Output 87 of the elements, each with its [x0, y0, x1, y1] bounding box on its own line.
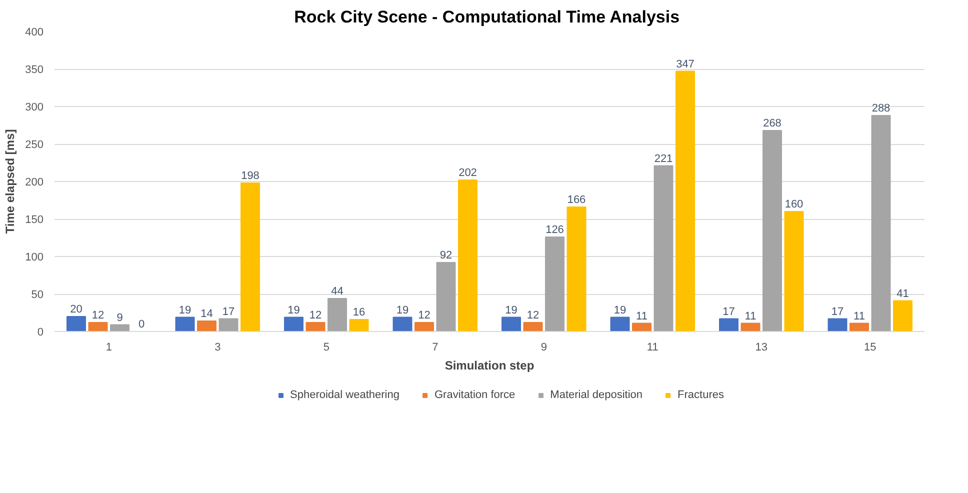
data-label: 11 — [636, 310, 648, 322]
legend-label: Fractures — [678, 389, 724, 401]
bar — [110, 324, 130, 332]
bar — [349, 319, 369, 332]
x-axis-title: Simulation step — [444, 358, 534, 372]
data-label: 11 — [854, 310, 865, 322]
y-tick-label: 250 — [25, 139, 44, 151]
data-label: 12 — [418, 310, 430, 322]
data-label: 347 — [676, 58, 694, 70]
data-label: 12 — [92, 310, 104, 322]
bar — [850, 322, 869, 332]
data-label: 9 — [116, 312, 123, 324]
bar — [436, 262, 456, 332]
x-tick-label: 11 — [646, 342, 658, 354]
legend-label: Spheroidal weathering — [290, 389, 400, 401]
x-tick-label: 9 — [540, 342, 547, 354]
data-label: 14 — [200, 308, 213, 320]
bar — [66, 316, 86, 332]
data-label: 12 — [526, 310, 540, 322]
x-tick-label: 5 — [323, 342, 330, 354]
legend-label: Gravitation force — [434, 389, 516, 401]
x-tick-label: 1 — [106, 342, 112, 354]
bar — [502, 316, 521, 332]
data-label: 44 — [331, 286, 344, 298]
data-label: 0 — [138, 318, 145, 330]
data-label: 202 — [458, 167, 477, 179]
x-tick-label: 15 — [864, 342, 876, 354]
bar — [566, 206, 586, 332]
data-label: 16 — [352, 306, 366, 318]
bar — [871, 115, 891, 332]
data-label: 20 — [70, 304, 82, 316]
bar — [414, 322, 434, 332]
bar — [523, 322, 543, 332]
bar — [218, 318, 238, 332]
bar — [740, 322, 760, 332]
bar — [893, 300, 912, 332]
data-label: 126 — [546, 224, 564, 236]
data-label: 19 — [178, 304, 192, 316]
y-tick-label: 150 — [25, 214, 44, 226]
bar — [610, 316, 630, 332]
y-tick-label: 50 — [31, 289, 44, 301]
data-label: 17 — [222, 306, 235, 318]
bar — [284, 316, 304, 332]
bar — [632, 322, 652, 332]
y-tick-label: 400 — [25, 26, 44, 38]
x-tick-label: 3 — [214, 342, 221, 354]
data-label: 41 — [896, 288, 909, 300]
bar — [545, 236, 564, 332]
y-axis-title: Time elapsed [ms] — [3, 129, 18, 234]
data-label: 268 — [763, 118, 782, 130]
data-label: 92 — [440, 250, 452, 262]
bar — [328, 298, 347, 332]
bar — [240, 182, 260, 332]
legend-label: Material deposition — [550, 389, 643, 401]
data-label: 221 — [654, 152, 673, 165]
x-tick-label: 13 — [755, 342, 768, 354]
chart-title: Rock City Scene - Computational Time Analysis — [294, 8, 680, 26]
data-label: 12 — [309, 310, 322, 322]
data-label: 19 — [614, 304, 626, 316]
data-label: 160 — [784, 198, 804, 210]
data-label: 198 — [241, 170, 260, 182]
y-tick-label: 300 — [25, 102, 44, 114]
bar — [197, 320, 216, 332]
data-label: 288 — [872, 102, 890, 114]
bar — [784, 211, 804, 332]
bar — [88, 322, 108, 332]
bar — [306, 322, 326, 332]
bar — [719, 318, 738, 332]
data-label: 19 — [288, 304, 300, 316]
bar — [458, 180, 478, 332]
data-label: 19 — [505, 304, 518, 316]
data-label: 11 — [744, 310, 756, 322]
bar — [654, 165, 674, 332]
bar — [175, 316, 195, 332]
y-tick-label: 200 — [25, 176, 44, 188]
data-label: 17 — [831, 306, 844, 318]
bar — [392, 316, 412, 332]
bar — [762, 130, 782, 332]
bar — [676, 70, 695, 332]
data-label: 19 — [396, 304, 409, 316]
bar — [828, 318, 848, 332]
y-tick-label: 0 — [37, 326, 44, 338]
x-tick-label: 7 — [432, 342, 438, 354]
y-tick-label: 350 — [25, 64, 44, 76]
y-tick-label: 100 — [25, 252, 44, 264]
data-label: 166 — [567, 194, 586, 206]
data-label: 17 — [722, 306, 735, 318]
